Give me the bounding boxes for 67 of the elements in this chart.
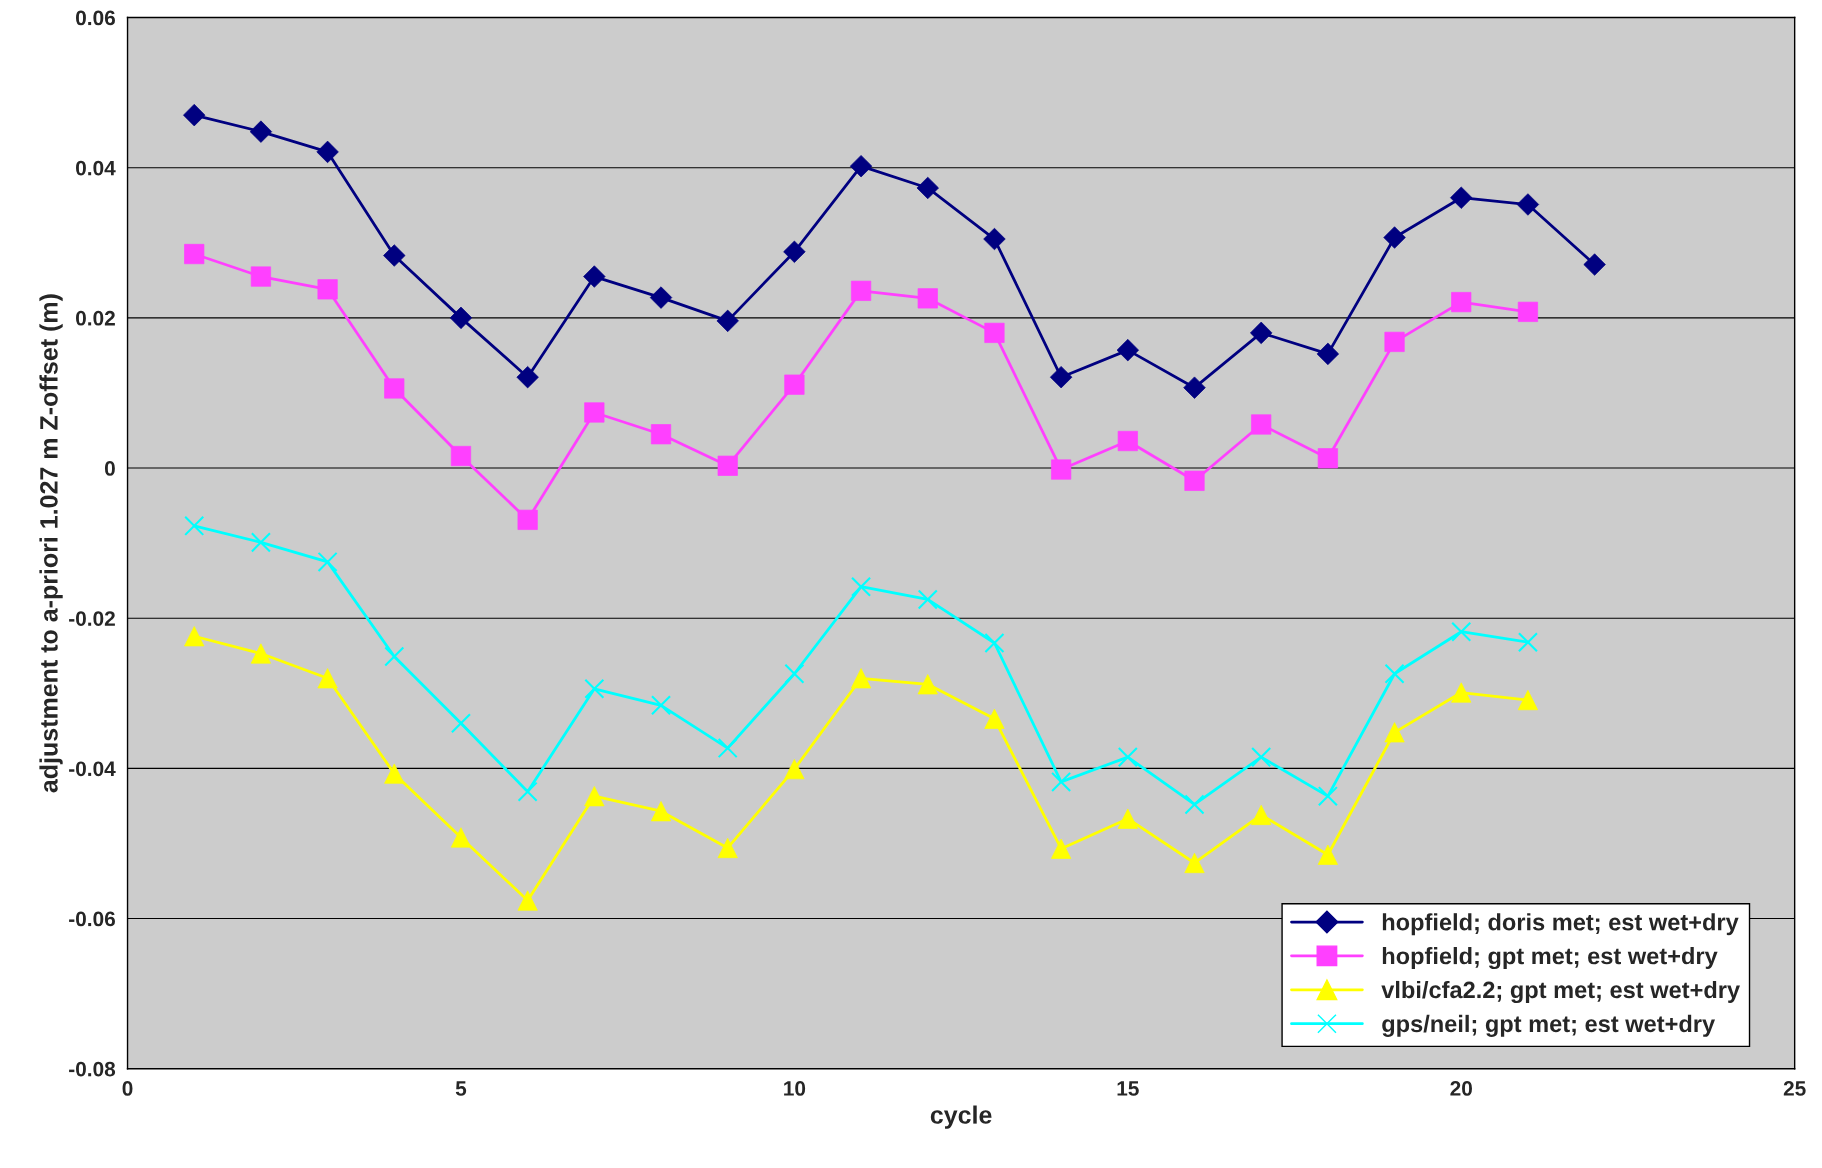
point (1450, 186, 1473, 209)
x-tick-label: 15 (1117, 1081, 1139, 1096)
legend-label: vlbi/cfa2.2; gpt met; est wet+dry (1381, 980, 1740, 1004)
point (1049, 366, 1073, 389)
point (450, 713, 472, 734)
point (1517, 632, 1538, 653)
point (650, 695, 672, 716)
y-tick-label: -0.08 (69, 1061, 116, 1077)
point (250, 532, 271, 553)
y-tick-label: 0.02 (76, 310, 115, 326)
point (1251, 414, 1272, 435)
point (851, 668, 872, 689)
x-tick-label: 20 (1450, 1081, 1472, 1096)
x-axis-title: cycle (930, 1105, 992, 1129)
point (1451, 621, 1472, 642)
point (1117, 747, 1138, 768)
point (984, 708, 1005, 729)
point (1316, 342, 1340, 366)
point (384, 646, 405, 667)
point (1517, 689, 1538, 711)
point (1250, 321, 1273, 345)
y-tick-label: -0.04 (69, 761, 116, 777)
point (584, 678, 605, 699)
point (717, 837, 738, 859)
point (583, 265, 606, 288)
x-tick-label: 25 (1783, 1081, 1806, 1096)
y-tick-label: 0.04 (76, 160, 116, 176)
point (851, 576, 872, 597)
x-tick-label: 0 (122, 1081, 133, 1096)
point (1184, 852, 1205, 874)
y-tick-label: 0 (104, 461, 115, 476)
point (716, 309, 739, 333)
point (1051, 771, 1072, 792)
point (1451, 682, 1472, 703)
point (250, 266, 271, 287)
x-tick-label: 5 (455, 1081, 467, 1096)
point (184, 515, 205, 536)
y-tick-label: -0.06 (69, 911, 115, 927)
legend-label: hopfield; gpt met; est wet+dry (1382, 947, 1718, 970)
point (1384, 331, 1405, 352)
point (717, 738, 738, 759)
point (1184, 794, 1205, 815)
point (784, 663, 805, 684)
point (517, 781, 538, 802)
y-axis-title: adjustment to a-priori 1.027 m Z-offset (m) (39, 294, 63, 793)
point (584, 786, 605, 807)
point (1251, 747, 1272, 768)
point (1384, 663, 1405, 684)
point (917, 589, 938, 610)
y-tick-label: 0.06 (76, 10, 115, 26)
point (183, 103, 206, 127)
point (249, 120, 273, 143)
point (317, 551, 338, 572)
legend-label: gps/neil; gpt met; est wet+dry (1382, 1014, 1715, 1037)
point (384, 763, 405, 784)
point (1317, 786, 1338, 807)
point (450, 445, 472, 467)
point (851, 280, 872, 301)
point (1451, 292, 1472, 313)
point (849, 155, 873, 178)
y-tick-label: -0.02 (69, 611, 115, 626)
point (316, 140, 339, 164)
legend-label: hopfield; doris met; est wet+dry (1382, 913, 1739, 936)
point (984, 632, 1005, 654)
x-tick-label: 10 (784, 1081, 806, 1096)
point (1051, 459, 1072, 480)
point (517, 509, 538, 530)
